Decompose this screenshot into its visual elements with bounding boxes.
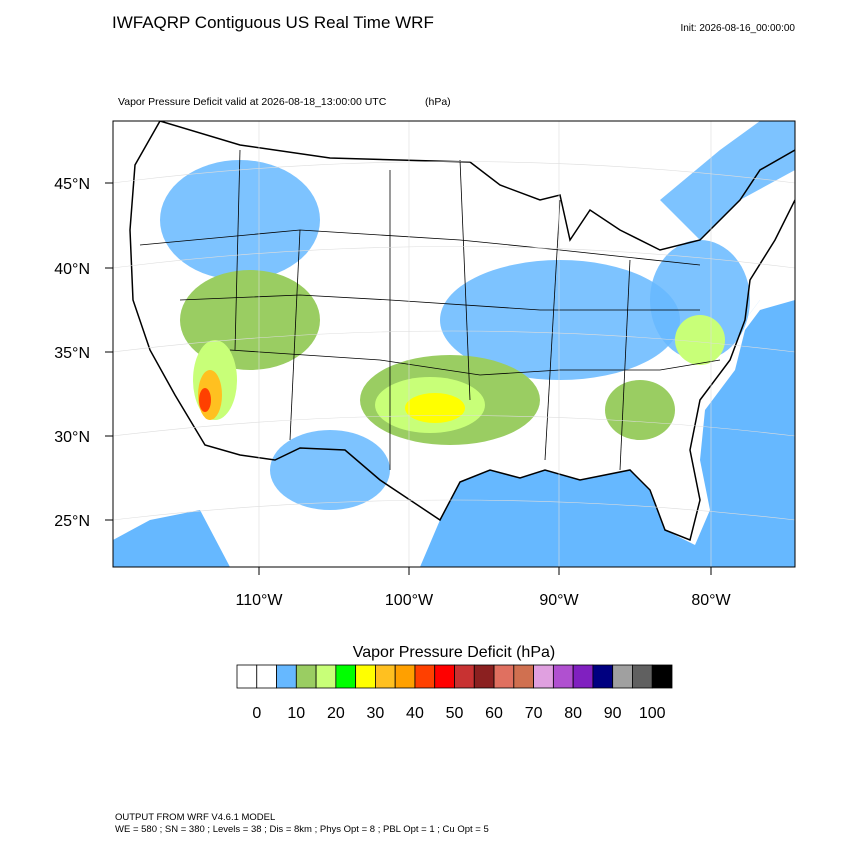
colorbar-swatch: [375, 664, 396, 689]
colorbar-swatch: [454, 664, 475, 689]
footer-line: OUTPUT FROM WRF V4.6.1 MODEL: [115, 812, 275, 823]
colorbar-swatch: [355, 664, 376, 689]
colorbar-swatch: [414, 664, 436, 689]
colorbar-label: 20: [327, 705, 345, 722]
cloud-field: [660, 121, 795, 240]
colorbar-label: 50: [446, 705, 464, 722]
colorbar-swatch: [632, 664, 653, 689]
colorbar-swatch: [236, 664, 258, 689]
lat-label: 45°N: [54, 176, 90, 193]
colorbar-swatch: [552, 664, 574, 689]
colorbar-swatch: [276, 664, 297, 689]
map-subtitle: Vapor Pressure Deficit valid at 2026-08-…: [118, 96, 387, 108]
colorbar-label: 10: [287, 705, 305, 722]
colorbar-swatch: [473, 664, 495, 689]
coastline: [129, 121, 795, 542]
lat-label: 25°N: [54, 513, 90, 530]
land: [665, 260, 795, 545]
colorbar-swatch: [572, 664, 594, 689]
map-area: [113, 121, 795, 567]
colorbar-swatch: [533, 664, 554, 689]
colorbar-swatch: [592, 664, 614, 689]
colorbar-label: 0: [252, 705, 261, 722]
colorbar-label: 30: [367, 705, 385, 722]
border: [159, 121, 795, 251]
colorbar-label: 60: [485, 705, 503, 722]
colorbar-swatch: [612, 664, 633, 689]
lat-label: 30°N: [54, 429, 90, 446]
lon-label: 100°W: [385, 592, 434, 609]
ocean: [113, 510, 230, 567]
colorbar-swatch: [493, 664, 515, 689]
colorbar-label: 100: [639, 705, 666, 722]
lat-label: 35°N: [54, 345, 90, 362]
colorbar-label: 40: [406, 705, 424, 722]
colorbar-swatch: [434, 664, 455, 689]
title: IWFAQRP Contiguous US Real Time WRF: [112, 13, 434, 32]
graticule: [113, 121, 795, 567]
init-time: Init: 2026-08-16_00:00:00: [680, 23, 795, 34]
colorbar-swatch: [256, 664, 277, 689]
axis-labels: 45°N 40°N 35°N 30°N 25°N 110°W 100°W 90°W 80°W: [54, 176, 731, 609]
colorbar-swatch: [335, 664, 357, 689]
colorbar-label: 90: [604, 705, 622, 722]
colorbar-swatch: [513, 664, 534, 689]
footer-line: WE = 580 ; SN = 380 ; Levels = 38 ; Dis …: [115, 824, 489, 835]
lon-label: 80°W: [691, 592, 731, 609]
colorbar-swatch: [394, 664, 416, 689]
colorbar-swatch: [315, 664, 337, 689]
colorbar-label: 80: [564, 705, 582, 722]
map-units: (hPa): [425, 96, 451, 108]
colorbar-title: Vapor Pressure Deficit (hPa): [353, 644, 555, 661]
colorbar-label: 70: [525, 705, 543, 722]
lat-label: 40°N: [54, 261, 90, 278]
lon-label: 90°W: [539, 592, 579, 609]
colorbar-swatch: [295, 664, 317, 689]
lon-label: 110°W: [235, 592, 283, 609]
state-lines: [139, 149, 721, 471]
colorbar: Vapor Pressure Deficit (hPa) 0 10 20 30 40 50…: [236, 644, 673, 722]
colorbar-swatch: [651, 664, 673, 689]
vpd-field: [160, 160, 750, 510]
map-frame: [112, 120, 796, 568]
